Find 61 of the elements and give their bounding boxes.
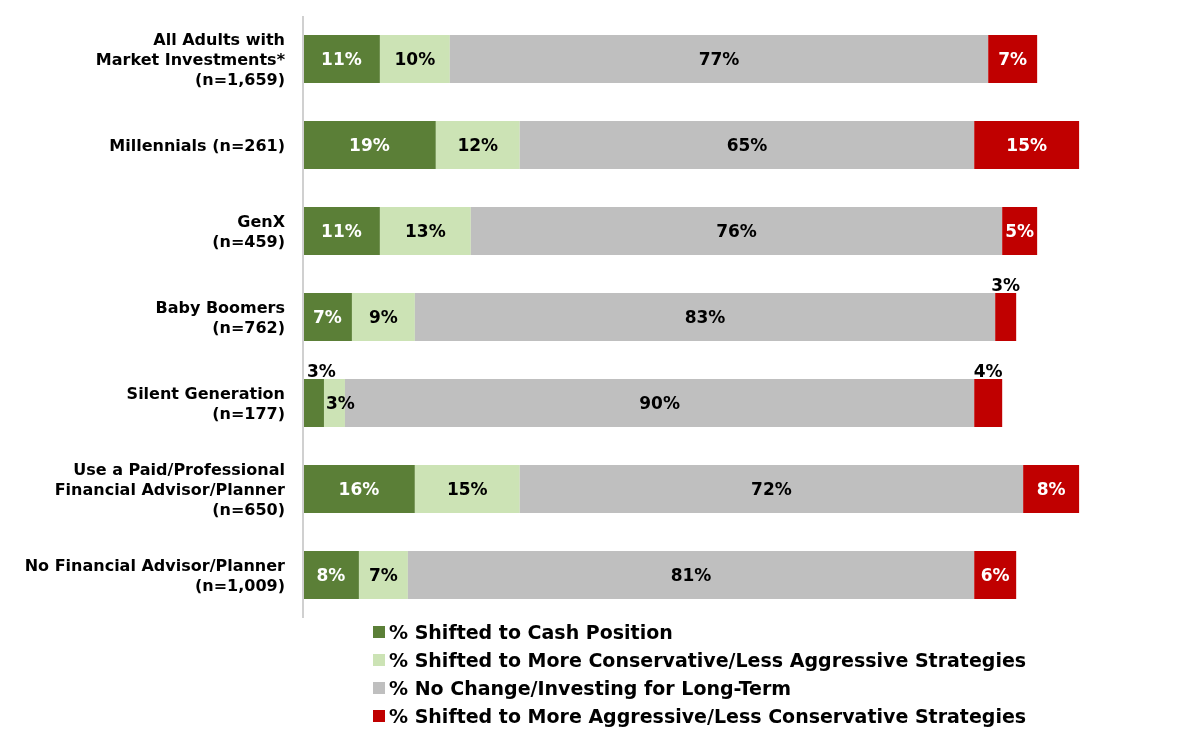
bar — [358, 550, 408, 599]
y-tick-label: No Financial Advisor/Planner (n=1,009) — [24, 555, 286, 595]
data-label: 7% — [998, 48, 1028, 69]
data-label: 81% — [670, 564, 712, 585]
data-label: 8% — [316, 564, 346, 585]
data-label: 3% — [991, 274, 1021, 295]
data-label: 3% — [307, 360, 336, 381]
data-label: 13% — [405, 220, 446, 241]
data-label: 5% — [1005, 220, 1035, 241]
data-label: 77% — [698, 48, 740, 69]
data-label: 4% — [973, 360, 1003, 381]
data-label: 15% — [1006, 134, 1048, 155]
y-tick-label: Use a Paid/Professional Financial Advisor/Planner (n=650) — [54, 459, 286, 519]
bar — [449, 34, 989, 83]
y-tick-label: Silent Generation (n=177) — [126, 383, 285, 423]
data-label: 12% — [457, 134, 499, 155]
bar — [519, 464, 1024, 513]
data-label: 7% — [313, 306, 342, 327]
legend-label: % Shifted to More Conservative/Less Aggressive Strategies — [389, 648, 1027, 673]
bar — [303, 206, 380, 255]
data-label: 6% — [980, 564, 1010, 585]
bar — [974, 120, 1080, 169]
data-label: 8% — [1036, 478, 1066, 499]
bar — [303, 34, 380, 83]
legend-label: % Shifted to Cash Position — [389, 620, 673, 645]
data-label: 10% — [394, 48, 436, 69]
bar — [351, 292, 415, 341]
data-label: 11% — [321, 48, 362, 69]
bar — [414, 464, 520, 513]
y-tick-label: All Adults with Market Investments* (n=1,659) — [95, 29, 286, 89]
bar — [303, 120, 436, 169]
legend-label: % Shifted to More Aggressive/Less Conservative Strategies — [389, 704, 1027, 729]
data-label: 72% — [751, 478, 792, 499]
bar — [1023, 464, 1080, 513]
bar — [519, 120, 975, 169]
bar — [303, 464, 415, 513]
data-label: 83% — [684, 306, 726, 327]
bar — [379, 34, 450, 83]
legend-label: % No Change/Investing for Long-Term — [389, 676, 792, 701]
bar — [974, 378, 1003, 427]
bar — [379, 206, 471, 255]
bar — [303, 378, 324, 427]
data-label: 19% — [349, 134, 390, 155]
bar — [414, 292, 996, 341]
data-label: 15% — [446, 478, 488, 499]
data-label: 7% — [368, 564, 398, 585]
data-label: 65% — [726, 134, 768, 155]
data-label: 11% — [321, 220, 362, 241]
y-tick-label: Millennials (n=261) — [109, 135, 285, 155]
bar — [470, 206, 1003, 255]
bar — [407, 550, 975, 599]
bar — [995, 292, 1017, 341]
data-label: 9% — [368, 306, 398, 327]
data-label: 16% — [338, 478, 380, 499]
y-tick-label: Baby Boomers (n=762) — [155, 297, 285, 337]
bar — [435, 120, 520, 169]
bar — [988, 34, 1038, 83]
data-label: 3% — [325, 392, 355, 413]
y-tick-label: GenX (n=459) — [212, 211, 286, 251]
data-label: 76% — [716, 220, 757, 241]
data-label: 90% — [639, 392, 680, 413]
